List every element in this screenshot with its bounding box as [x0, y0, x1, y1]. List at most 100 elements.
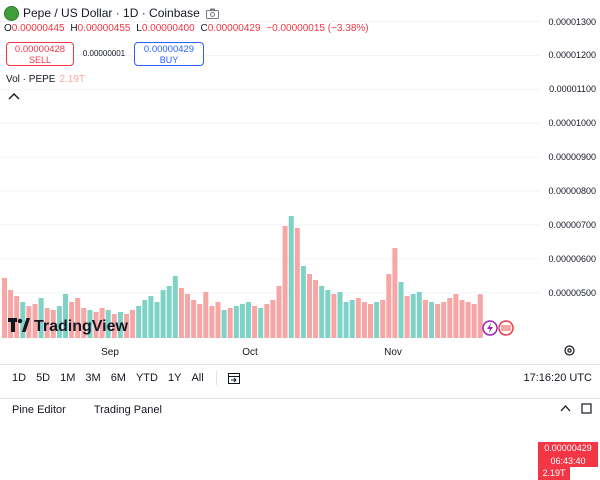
- tradingview-mark-icon: [8, 316, 30, 337]
- utc-clock[interactable]: 17:16:20 UTC: [523, 372, 592, 384]
- volume-bar: [14, 296, 20, 338]
- volume-bar: [136, 306, 142, 338]
- volume-bar: [429, 302, 434, 338]
- volume-bar: [471, 304, 477, 338]
- low-key: L: [136, 23, 142, 34]
- volume-bar: [276, 286, 282, 338]
- price-tick-label: 0.00000700: [548, 219, 596, 230]
- volume-bar: [172, 276, 178, 338]
- chevron-up-icon[interactable]: [8, 92, 20, 104]
- sell-button[interactable]: 0.00000428 SELL: [6, 42, 74, 66]
- volume-bar: [416, 292, 422, 338]
- volume-bar: [282, 226, 288, 338]
- volume-bar: [185, 294, 190, 338]
- volume-bar: [343, 302, 349, 338]
- time-tick-label: Nov: [384, 347, 402, 358]
- volume-bar: [258, 308, 264, 338]
- volume-bar: [8, 290, 14, 338]
- tab-trading-panel[interactable]: Trading Panel: [93, 404, 162, 416]
- volume-bar: [69, 302, 75, 338]
- volume-bar: [233, 306, 239, 338]
- volume-bar: [130, 310, 136, 338]
- volume-bar: [75, 298, 81, 338]
- buy-button[interactable]: 0.00000429 BUY: [134, 42, 204, 66]
- open-value: 0.00000445: [11, 23, 65, 34]
- range-button-ytd[interactable]: YTD: [135, 372, 158, 384]
- range-button-1d[interactable]: 1D: [12, 372, 27, 384]
- volume-bar: [252, 306, 258, 338]
- volume-bar: [477, 294, 483, 338]
- volume-bar: [99, 308, 105, 338]
- volume-bar: [178, 288, 184, 338]
- volume-bar: [349, 300, 355, 338]
- volume-bar: [93, 312, 99, 338]
- tab-pine-editor[interactable]: Pine Editor: [12, 404, 66, 416]
- chart-legend: Pepe / US Dollar · 1D · Coinbase O0.0000…: [4, 4, 372, 37]
- lightning-bolt-icon: [487, 323, 493, 333]
- volume-bar: [105, 310, 111, 338]
- volume-bar: [209, 306, 215, 338]
- volume-bar: [410, 294, 416, 338]
- time-tick-label: Sep: [101, 347, 119, 358]
- volume-legend[interactable]: Vol · PEPE 2.19T: [6, 74, 85, 85]
- tradingview-logo[interactable]: TradingView: [8, 316, 128, 337]
- price-tick-label: 0.00001100: [549, 84, 596, 95]
- date-range-icon[interactable]: [227, 371, 241, 385]
- range-button-6m[interactable]: 6M: [110, 372, 126, 384]
- price-chart[interactable]: [0, 0, 540, 340]
- volume-bar: [331, 294, 337, 338]
- bottom-toolbar: 1D 5D 1M 3M 6M YTD 1Y All 17:16:20 UTC: [0, 364, 600, 391]
- ohlc-values: O0.00000445 H0.00000455 L0.00000400 C0.0…: [4, 23, 372, 37]
- range-button-5d[interactable]: 5D: [36, 372, 51, 384]
- volume-bar: [355, 298, 361, 338]
- price-axis[interactable]: 0.00001300 0.00001200 0.00001100 0.00001000…: [540, 0, 600, 340]
- sell-price: 0.00000428: [14, 44, 66, 55]
- last-price-label: 0.00000429 06:43:40: [538, 441, 598, 467]
- volume-bar: [441, 302, 447, 338]
- volume-bar: [154, 302, 160, 338]
- volume-bar: [380, 300, 386, 338]
- close-key: C: [200, 23, 208, 34]
- time-axis[interactable]: Sep Oct Nov: [0, 340, 540, 362]
- volume-bar: [239, 304, 245, 338]
- volume-bar: [288, 216, 294, 338]
- range-button-1y[interactable]: 1Y: [167, 372, 182, 384]
- open-key: O: [4, 23, 12, 34]
- volume-bar: [447, 298, 453, 338]
- volume-value: 2.19T: [59, 74, 86, 85]
- volume-bar: [44, 308, 50, 338]
- screenshot-icon[interactable]: [206, 6, 220, 20]
- volume-bar: [435, 304, 441, 338]
- high-value: 0.00000455: [77, 23, 131, 34]
- volume-bar: [32, 304, 38, 338]
- maximize-icon[interactable]: [581, 403, 592, 417]
- low-value: 0.00000400: [141, 23, 195, 34]
- volume-bar: [392, 248, 398, 338]
- volume-bar: [81, 308, 87, 338]
- range-button-all[interactable]: All: [191, 372, 204, 384]
- volume-bar: [148, 296, 154, 338]
- time-tick-label: Oct: [242, 347, 258, 358]
- settings-gear-icon[interactable]: [562, 344, 576, 358]
- symbol-title[interactable]: Pepe / US Dollar · 1D · Coinbase: [23, 6, 200, 20]
- volume-bar: [294, 228, 300, 338]
- volume-bar: [453, 294, 459, 338]
- volume-bar: [56, 306, 62, 338]
- volume-bar: [270, 300, 276, 338]
- range-button-3m[interactable]: 3M: [85, 372, 101, 384]
- volume-bar: [142, 300, 148, 338]
- chevron-up-icon[interactable]: [560, 403, 571, 417]
- volume-bar: [374, 302, 380, 338]
- volume-bar: [63, 294, 68, 338]
- price-tick-label: 0.00000600: [548, 253, 596, 264]
- spread-value: 0.00000001: [82, 49, 126, 58]
- volume-bar: [459, 300, 465, 338]
- volume-bar: [215, 302, 221, 338]
- volume-bar: [160, 290, 166, 338]
- range-button-1m[interactable]: 1M: [60, 372, 76, 384]
- pepe-logo-icon: [4, 5, 19, 21]
- volume-bar: [422, 300, 428, 338]
- buy-label: BUY: [159, 55, 179, 65]
- volume-bar: [404, 296, 410, 338]
- price-tick-label: 0.00000900: [548, 152, 596, 163]
